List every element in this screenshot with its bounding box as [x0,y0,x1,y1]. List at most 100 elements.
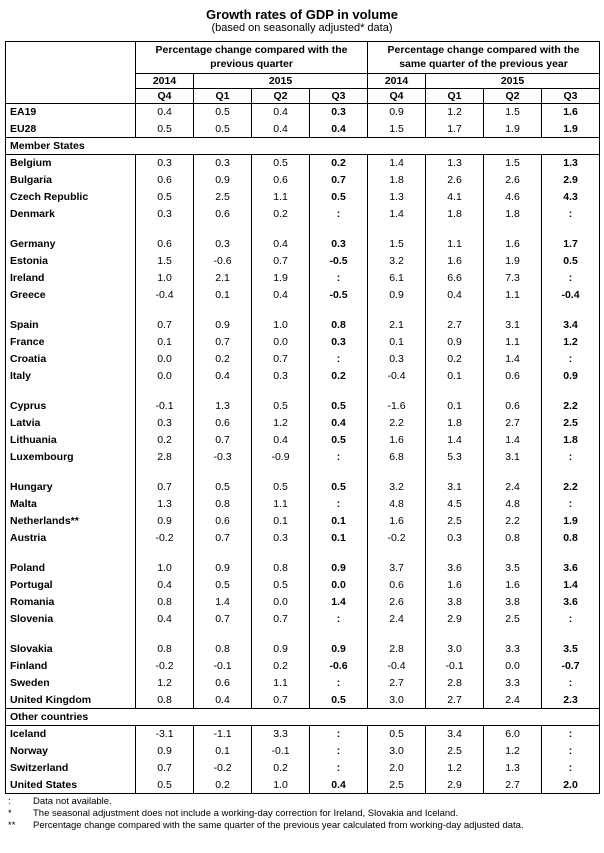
spacer-row [5,384,600,398]
value-cell: 0.2 [425,350,484,368]
value-cell: 2.6 [425,171,484,189]
value-cell: 3.8 [425,593,484,611]
value-cell: 1.9 [483,252,542,270]
table-row: France 0.1 0.7 0.0 0.3 0.1 0.9 1.1 1.2 [5,333,600,351]
value-cell: 0.1 [251,512,310,530]
value-cell: 0.1 [193,742,252,760]
table-row: Poland 1.0 0.9 0.8 0.9 3.7 3.6 3.5 3.6 [5,559,600,577]
yoy-quarter-q1: Q1 [425,88,484,104]
spacer-cell [425,384,484,398]
section-header-row: Member States [4,137,600,155]
value-cell: -0.5 [309,252,368,270]
spacer-row [5,546,600,560]
value-cell: 0.1 [309,529,368,547]
country-name: Romania [5,593,136,611]
value-cell: 3.1 [425,478,484,496]
value-cell: -0.2 [135,657,194,675]
value-cell: 1.5 [483,154,542,172]
value-cell: 1.4 [483,350,542,368]
value-cell: 2.7 [425,691,484,709]
value-cell: 0.3 [309,235,368,253]
table-row: Norway 0.9 0.1 -0.1:3.0 2.5 1.2: [5,742,600,760]
value-cell: -1.6 [367,397,426,415]
yoy-quarter-q2: Q2 [483,88,542,104]
value-cell: 0.4 [251,120,310,138]
value-cell: 0.8 [483,529,542,547]
value-cell: 2.6 [367,593,426,611]
value-cell: 0.7 [251,350,310,368]
value-cell: 1.2 [540,333,600,351]
value-cell: -0.1 [193,657,252,675]
value-cell: 2.5 [425,512,484,530]
value-cell: 1.4 [193,593,252,611]
spacer-cell [309,627,368,641]
yoy-group-header: Percentage change compared with the same… [366,41,601,74]
table-row: Hungary 0.7 0.5 0.5 0.5 3.2 3.1 2.4 2.2 [5,478,600,496]
country-name: Bulgaria [5,171,136,189]
table-row: United States 0.5 0.2 1.0 0.4 2.5 2.9 2.7 2.0 [5,776,600,794]
country-name: Germany [5,235,136,253]
value-cell: 6.0 [483,725,542,743]
value-cell: : [540,205,600,223]
value-cell: 0.1 [425,397,484,415]
value-cell: 0.5 [251,478,310,496]
table-row: Slovenia 0.4 0.7 0.7:2.4 2.9 2.5: [5,610,600,628]
spacer-cell [483,627,542,641]
table-row: Sweden 1.2 0.6 1.1:2.7 2.8 3.3: [5,674,600,692]
value-cell: 0.2 [193,350,252,368]
value-cell: -1.1 [193,725,252,743]
value-cell: 1.6 [367,512,426,530]
value-cell: 3.0 [425,640,484,658]
value-cell: 2.4 [483,478,542,496]
value-cell: 1.2 [251,414,310,432]
value-cell: 1.4 [309,593,368,611]
country-name: Poland [5,559,136,577]
value-cell: 0.6 [367,576,426,594]
value-cell: 1.6 [540,103,600,121]
value-cell: 0.3 [425,529,484,547]
value-cell: 3.5 [483,559,542,577]
table-row: Denmark 0.3 0.6 0.2:1.4 1.8 1.8: [5,205,600,223]
value-cell: -0.6 [193,252,252,270]
value-cell: 1.1 [251,674,310,692]
value-cell: 3.6 [540,559,600,577]
value-cell: 1.0 [251,316,310,334]
value-cell: 2.2 [540,478,600,496]
value-cell: 0.9 [135,742,194,760]
country-name: Slovenia [5,610,136,628]
spacer-cell [251,627,310,641]
table-row: Lithuania 0.2 0.7 0.4 0.5 1.6 1.4 1.4 1.8 [5,431,600,449]
value-cell: : [309,350,368,368]
value-cell: : [309,610,368,628]
value-cell: 0.2 [251,205,310,223]
spacer-cell [193,384,252,398]
value-cell: 0.9 [367,286,426,304]
spacer-cell [309,384,368,398]
value-cell: 0.5 [309,431,368,449]
table-row: Netherlands** 0.9 0.6 0.1 0.1 1.6 2.5 2.2 1.9 [5,512,600,530]
value-cell: 1.6 [425,252,484,270]
table-row: EU28 0.5 0.5 0.4 0.4 1.5 1.7 1.9 1.9 [5,120,600,138]
spacer-row [5,222,600,236]
yoy-quarter-q3: Q3 [540,88,601,104]
value-cell: 0.0 [251,593,310,611]
value-cell: 1.6 [367,431,426,449]
qoq-year-2014: 2014 [135,73,194,89]
table-row: Belgium 0.3 0.3 0.5 0.2 1.4 1.3 1.5 1.3 [5,154,600,172]
qoq-quarter-q1: Q1 [193,88,252,104]
country-name: EU28 [5,120,136,138]
country-name: Netherlands** [5,512,136,530]
value-cell: 0.4 [309,120,368,138]
table-row: Greece -0.4 0.1 0.4 -0.5 0.9 0.4 1.1 -0.4 [5,286,600,304]
value-cell: 0.5 [135,776,194,794]
table-row: Slovakia 0.8 0.8 0.9 0.9 2.8 3.0 3.3 3.5 [5,640,600,658]
value-cell: : [309,448,368,466]
value-cell: 3.5 [540,640,600,658]
value-cell: 1.3 [367,188,426,206]
value-cell: 2.2 [540,397,600,415]
value-cell: 0.5 [251,576,310,594]
spacer-cell [193,303,252,317]
country-name: Italy [5,367,136,385]
spacer-cell [251,384,310,398]
footnote-seasonal-adjustment: * The seasonal adjustment does not inclu… [5,808,599,820]
